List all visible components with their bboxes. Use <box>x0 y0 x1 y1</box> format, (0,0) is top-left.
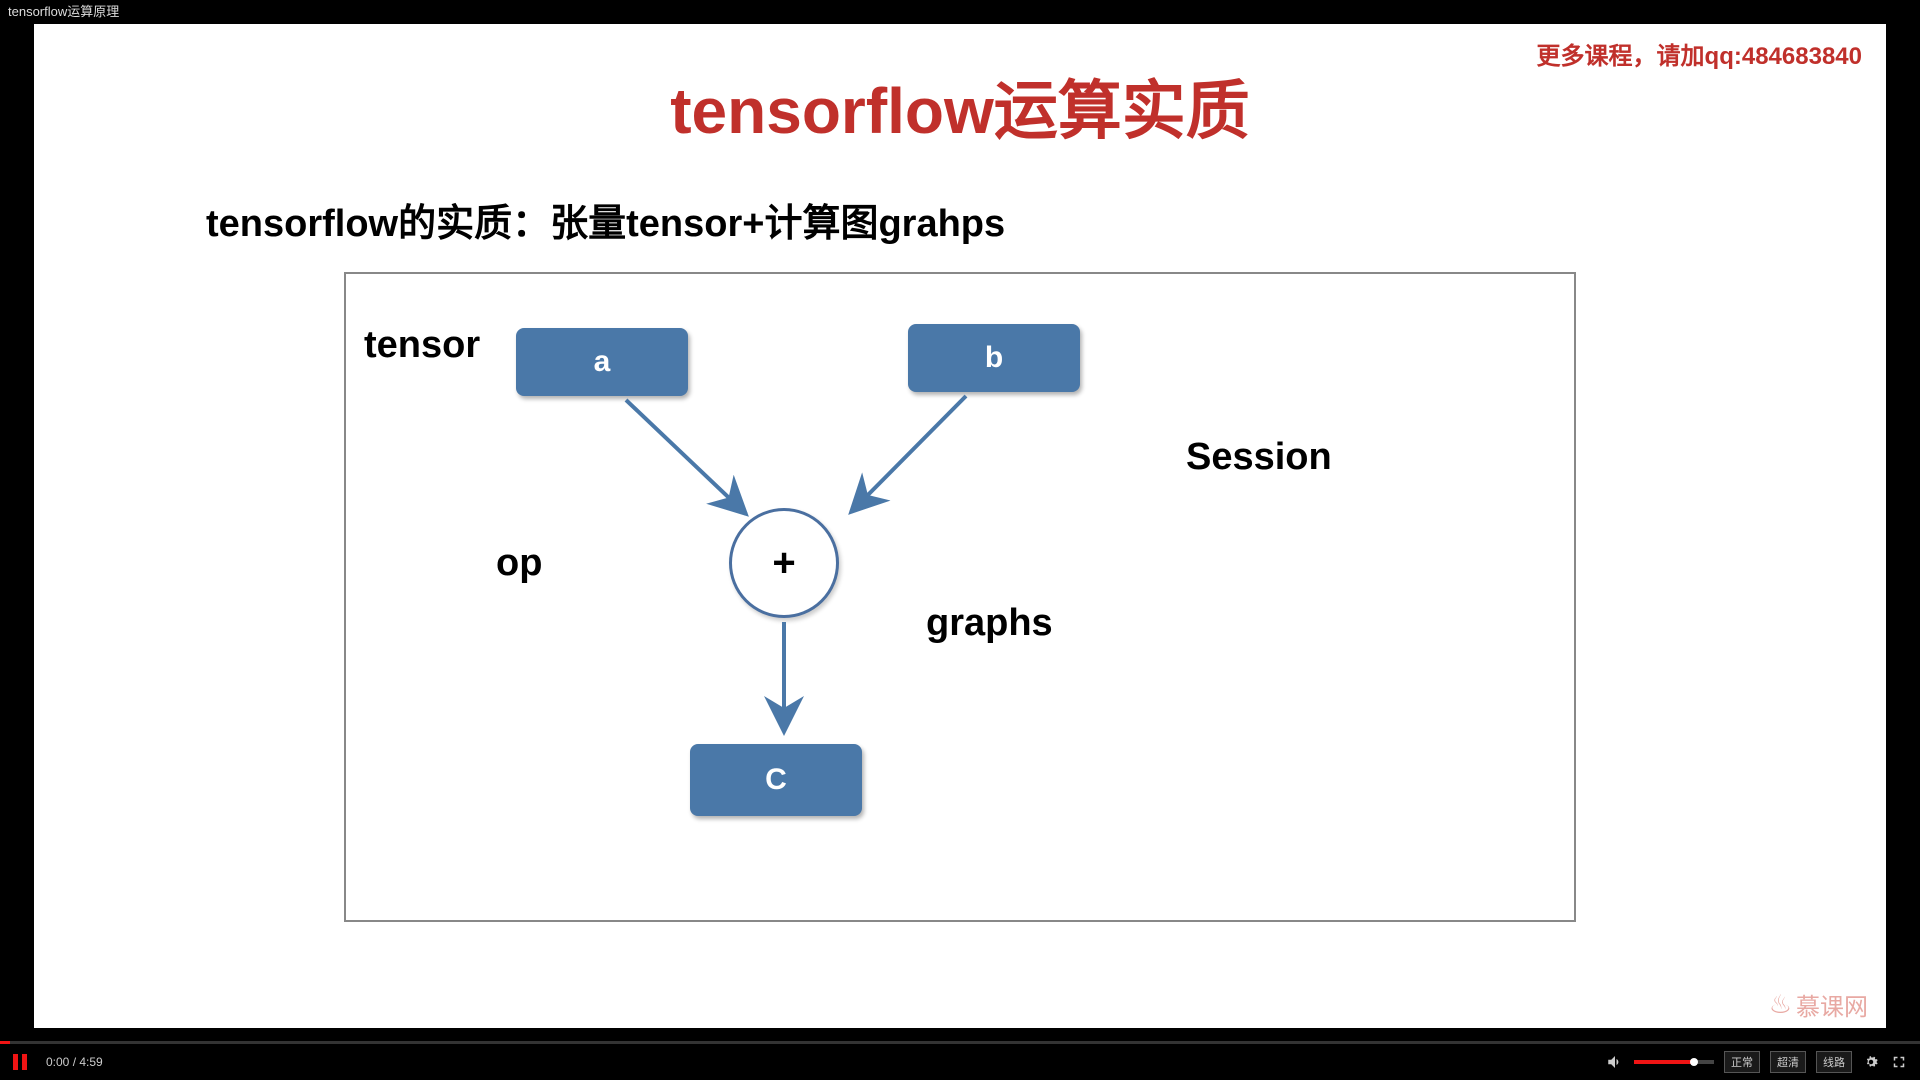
slide-title: tensorflow运算实质 <box>34 60 1886 152</box>
time-display: 0:00 / 4:59 <box>46 1055 103 1069</box>
route-button[interactable]: 线路 <box>1816 1051 1852 1073</box>
controls-right: 正常 超清 线路 <box>1606 1051 1920 1073</box>
diagram-container: tensor op graphs Session a b + C <box>344 272 1576 922</box>
player-controls: 0:00 / 4:59 正常 超清 线路 <box>0 1044 1920 1080</box>
video-title: tensorflow运算原理 <box>8 4 119 19</box>
controls-left: 0:00 / 4:59 <box>0 1052 103 1072</box>
pause-button[interactable] <box>10 1052 30 1072</box>
flame-icon: ♨ <box>1769 989 1792 1020</box>
current-time: 0:00 <box>46 1055 69 1069</box>
node-b: b <box>908 324 1080 392</box>
slide-subtitle: tensorflow的实质：张量tensor+计算图grahps <box>206 192 1005 247</box>
label-tensor: tensor <box>364 324 480 367</box>
volume-slider[interactable] <box>1634 1060 1714 1064</box>
volume-knob[interactable] <box>1690 1058 1698 1066</box>
rate-button[interactable]: 正常 <box>1724 1051 1760 1073</box>
settings-icon[interactable] <box>1862 1053 1880 1071</box>
label-graphs: graphs <box>926 602 1053 645</box>
quality-button[interactable]: 超清 <box>1770 1051 1806 1073</box>
watermark-text: 慕课网 <box>1796 987 1868 1022</box>
watermark: ♨ 慕课网 <box>1769 987 1868 1022</box>
video-content-area: 更多课程，请加qq:484683840 tensorflow运算实质 tenso… <box>34 24 1886 1028</box>
fullscreen-icon[interactable] <box>1890 1053 1908 1071</box>
node-c: C <box>690 744 862 816</box>
node-plus: + <box>729 508 839 618</box>
label-op: op <box>496 542 542 585</box>
volume-icon[interactable] <box>1606 1053 1624 1071</box>
volume-fill <box>1634 1060 1694 1064</box>
top-bar: tensorflow运算原理 <box>0 0 1920 24</box>
duration: 4:59 <box>79 1055 102 1069</box>
node-a: a <box>516 328 688 396</box>
label-session: Session <box>1186 436 1332 479</box>
